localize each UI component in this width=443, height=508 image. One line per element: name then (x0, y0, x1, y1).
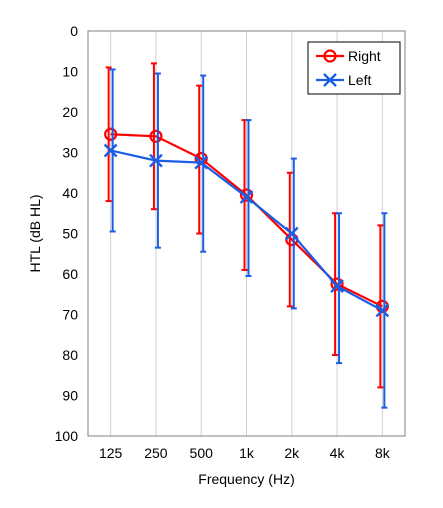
legend: Right Left (307, 41, 401, 95)
x-tick-label: 125 (99, 445, 123, 461)
x-tick-label: 250 (144, 445, 168, 461)
error-bar-right (286, 171, 293, 308)
y-tick-label: 20 (62, 104, 78, 120)
x-axis-title: Frequency (Hz) (198, 471, 294, 487)
marker-x (194, 155, 209, 170)
y-tick-label: 100 (55, 428, 79, 444)
data-point-left (194, 155, 209, 170)
error-bar-left (381, 212, 388, 409)
series-layer (103, 62, 390, 409)
marker-circle (323, 49, 337, 63)
marker-x (103, 143, 118, 158)
marker-x (149, 153, 163, 168)
marker-circle (149, 129, 163, 143)
x-tick-label: 1k (239, 445, 255, 461)
y-tick-label: 10 (62, 64, 78, 80)
marker-x (284, 226, 299, 241)
x-tick-label: 4k (330, 445, 346, 461)
marker-circle (330, 277, 344, 291)
y-tick-label: 60 (62, 266, 78, 282)
y-tick-label: 80 (62, 347, 78, 363)
legend-marker-right (323, 49, 337, 63)
y-axis: 0 10 20 30 40 50 60 70 80 90 100 (55, 23, 79, 444)
y-tick-label: 0 (70, 23, 78, 39)
y-tick-label: 50 (62, 226, 78, 242)
series-left (103, 68, 390, 409)
y-tick-label: 70 (62, 307, 78, 323)
data-point-right (330, 277, 344, 291)
marker-x (375, 303, 390, 318)
series-line-right (110, 133, 383, 308)
x-tick-label: 8k (375, 445, 391, 461)
y-axis-title: HTL (dB HL) (27, 194, 43, 272)
y-tick-label: 30 (62, 145, 78, 161)
data-point-left (330, 279, 344, 293)
marker-x (239, 190, 254, 204)
data-point-left (375, 303, 390, 318)
legend-label-left: Left (348, 72, 371, 88)
error-bar-left (290, 157, 297, 310)
x-tick-label: 500 (190, 445, 214, 461)
marker-x (330, 279, 344, 293)
y-tick-label: 40 (62, 185, 78, 201)
data-point-right (149, 129, 163, 143)
x-axis: 125 250 500 1k 2k 4k 8k (99, 445, 391, 461)
marker-x (323, 73, 337, 87)
data-point-left (284, 226, 299, 241)
marker-circle (104, 127, 118, 141)
marker-circle (239, 188, 254, 202)
data-point-right (104, 127, 118, 141)
legend-marker-left (323, 73, 337, 87)
y-tick-label: 90 (62, 388, 78, 404)
data-point-left (149, 153, 163, 168)
legend-label-right: Right (348, 48, 381, 64)
x-tick-label: 2k (284, 445, 300, 461)
data-point-left (239, 190, 254, 204)
data-point-left (103, 143, 118, 158)
error-bar-right (105, 66, 112, 203)
data-point-right (239, 188, 254, 202)
plot-area-border (87, 30, 406, 437)
